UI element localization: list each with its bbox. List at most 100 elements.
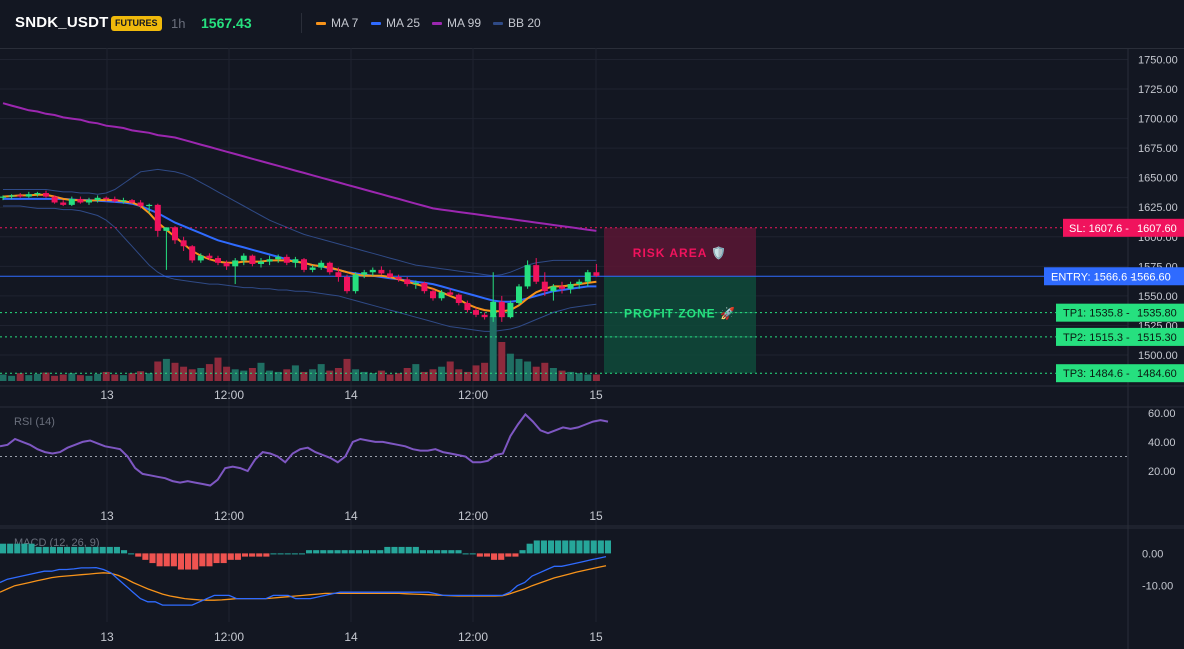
volume-bars [0, 316, 600, 381]
volume-bar [558, 370, 566, 381]
macd-histogram-bar [469, 553, 476, 555]
macd-histogram-bar [85, 546, 92, 554]
macd-histogram-bar [547, 540, 555, 554]
macd-histogram-bar [163, 553, 170, 567]
time-tick-label: 14 [344, 630, 358, 644]
candle-body [0, 196, 6, 198]
macd-histogram-bar [128, 553, 135, 555]
macd-histogram-bar [277, 553, 284, 555]
volume-bar [188, 369, 196, 381]
macd-histogram-bar [298, 553, 305, 555]
candle-body [335, 272, 342, 277]
volume-bar [524, 361, 532, 381]
volume-bar [584, 374, 592, 381]
price-axis[interactable]: 1750.00 1725.00 1700.00 1675.00 1650.00 1625.… [1138, 54, 1178, 362]
candle-body [292, 259, 299, 263]
macd-histogram-bar [483, 553, 491, 557]
time-axes: 13 12:00 14 12:00 15 13 12:00 14 12:00 15 13 12:00 1… [100, 388, 603, 644]
macd-label: MACD (12, 26, 9) [14, 537, 100, 549]
candle-body [163, 227, 170, 231]
candle-body [172, 227, 178, 241]
rsi-panel[interactable]: RSI (14) 60.00 40.00 20.00 [0, 408, 1176, 487]
macd-histogram-bar [426, 550, 434, 554]
macd-histogram-bar [234, 553, 241, 560]
volume-bar [8, 375, 16, 381]
level-labels: SL: 1607.6 - 1607.60 ENTRY: 1566.6 - 1566… [1044, 218, 1184, 383]
macd-histogram-bar [270, 553, 277, 555]
volume-bar [575, 373, 583, 381]
candle-body [43, 193, 49, 197]
ma25-swatch [371, 21, 381, 25]
candle-body [103, 197, 110, 199]
legend-ma25-label: MA 25 [386, 16, 421, 30]
volume-bar [532, 366, 540, 381]
volume-bar [51, 375, 59, 381]
time-tick-label: 13 [100, 509, 114, 523]
candle-body [249, 255, 256, 264]
candle-body [129, 200, 135, 203]
candle-body [447, 292, 454, 295]
macd-histogram-bar [519, 550, 526, 554]
candle-body [473, 310, 479, 315]
volume-bar [455, 369, 463, 381]
candle-body [111, 198, 118, 202]
volume-bar [257, 362, 265, 381]
symbol-name[interactable]: SNDK_USDT [15, 14, 109, 31]
time-tick-label: 12:00 [458, 509, 488, 523]
profit-zone-label: PROFIT ZONE 🚀 [624, 307, 736, 321]
candle-body [8, 195, 15, 197]
legend-ma99[interactable]: MA 99 [432, 16, 481, 30]
volume-bar [352, 369, 360, 381]
macd-histogram-bar [199, 553, 206, 567]
candle-body [154, 204, 161, 231]
volume-bar [102, 371, 110, 381]
volume-bar [180, 366, 188, 381]
ma7-line [2, 193, 597, 313]
macd-histogram-bar [583, 540, 590, 554]
macd-histogram-bar [341, 550, 348, 554]
macd-line [0, 555, 607, 606]
macd-histogram-bar [562, 540, 569, 554]
macd-histogram-bar [249, 553, 256, 557]
volume-bar [223, 366, 231, 381]
candle-body [197, 255, 204, 261]
time-tick-label: 12:00 [458, 388, 488, 402]
candle-body [395, 276, 402, 280]
volume-bar [420, 371, 428, 381]
macd-histogram-bar [170, 553, 177, 567]
volume-bar [25, 375, 33, 381]
volume-bar [283, 369, 291, 381]
macd-histogram-bar [362, 550, 370, 554]
candle-body [215, 258, 221, 263]
futures-badge: FUTURES [111, 16, 162, 31]
candle-body [550, 286, 557, 292]
volume-bar [463, 371, 471, 381]
volume-bar [111, 374, 119, 381]
macd-histogram-bar [398, 546, 405, 554]
macd-histogram-bar [106, 546, 113, 554]
tp1-value: 1535.80 [1137, 308, 1177, 320]
legend-ma7[interactable]: MA 7 [316, 16, 358, 30]
macd-histogram-bar [320, 550, 327, 554]
macd-histogram-bar [71, 546, 78, 554]
macd-histogram-bar [99, 546, 106, 554]
volume-bar [162, 358, 170, 381]
time-tick-label: 12:00 [214, 630, 244, 644]
legend-bb20[interactable]: BB 20 [493, 16, 541, 30]
tp1-label-bg [1056, 303, 1184, 322]
legend-ma25[interactable]: MA 25 [371, 16, 420, 30]
volume-bar [85, 375, 93, 381]
macd-panel[interactable]: MACD (12, 26, 9) 0.00 -10.00 [0, 537, 1173, 606]
candle-body [352, 274, 359, 292]
time-tick-label: 12:00 [214, 509, 244, 523]
timeframe-selector[interactable]: 1h [171, 16, 186, 31]
time-tick-label: 15 [589, 630, 603, 644]
time-tick-label: 12:00 [458, 630, 488, 644]
candle-body [584, 272, 591, 282]
volume-bar [309, 369, 317, 381]
candle-body [68, 198, 75, 205]
candle-body [516, 286, 522, 303]
macd-histogram-bar [441, 550, 448, 554]
volume-bar [369, 373, 377, 381]
